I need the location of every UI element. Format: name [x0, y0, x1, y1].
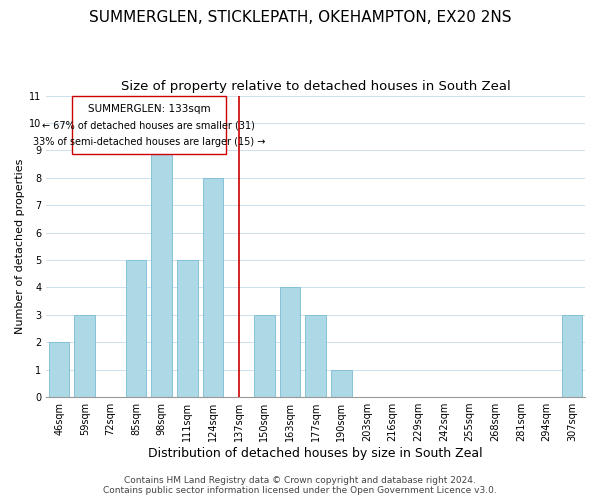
Text: SUMMERGLEN, STICKLEPATH, OKEHAMPTON, EX20 2NS: SUMMERGLEN, STICKLEPATH, OKEHAMPTON, EX2…	[89, 10, 511, 25]
Text: SUMMERGLEN: 133sqm: SUMMERGLEN: 133sqm	[88, 104, 210, 114]
FancyBboxPatch shape	[72, 96, 226, 154]
Text: Contains public sector information licensed under the Open Government Licence v3: Contains public sector information licen…	[103, 486, 497, 495]
Text: 33% of semi-detached houses are larger (15) →: 33% of semi-detached houses are larger (…	[33, 136, 265, 146]
Y-axis label: Number of detached properties: Number of detached properties	[15, 158, 25, 334]
Bar	[254, 315, 275, 397]
Bar	[49, 342, 70, 397]
Bar	[305, 315, 326, 397]
Text: ← 67% of detached houses are smaller (31): ← 67% of detached houses are smaller (31…	[43, 120, 256, 130]
Text: Contains HM Land Registry data © Crown copyright and database right 2024.: Contains HM Land Registry data © Crown c…	[124, 476, 476, 485]
Bar	[280, 288, 300, 397]
Bar	[203, 178, 223, 397]
Bar	[151, 150, 172, 397]
Bar	[126, 260, 146, 397]
X-axis label: Distribution of detached houses by size in South Zeal: Distribution of detached houses by size …	[148, 447, 483, 460]
Bar	[177, 260, 197, 397]
Bar	[331, 370, 352, 397]
Title: Size of property relative to detached houses in South Zeal: Size of property relative to detached ho…	[121, 80, 511, 93]
Bar	[74, 315, 95, 397]
Bar	[562, 315, 583, 397]
